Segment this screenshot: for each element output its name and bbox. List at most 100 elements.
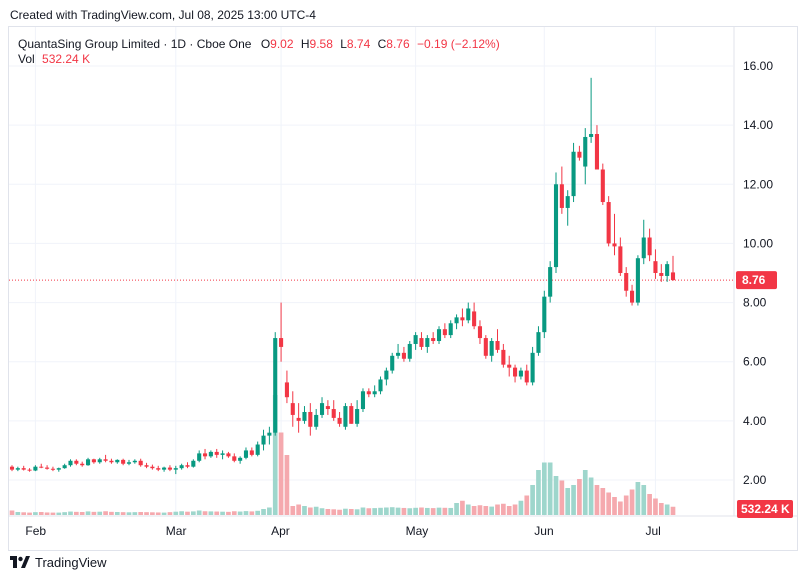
candle-body	[378, 379, 383, 392]
volume-bar	[442, 507, 448, 515]
volume-bar	[284, 455, 290, 515]
volume-bar	[454, 503, 459, 515]
candle-body	[501, 349, 506, 365]
candle-body	[355, 409, 360, 424]
y-tick-label: 6.00	[743, 355, 767, 369]
volume-bar	[114, 512, 120, 515]
candle-body	[507, 364, 512, 368]
candle-body	[606, 202, 611, 244]
candle-body	[583, 136, 588, 167]
candle-body	[267, 432, 272, 436]
volume-bar	[85, 511, 91, 515]
volume-bar	[337, 509, 342, 515]
volume-bar	[618, 501, 623, 515]
volume-bar	[44, 512, 50, 515]
chart-frame[interactable]	[8, 26, 798, 551]
volume-bar	[343, 508, 348, 515]
candle-body	[670, 272, 676, 281]
candle-body	[460, 317, 465, 321]
volume-bar	[477, 505, 483, 515]
volume-bar	[255, 510, 261, 515]
candle-body	[536, 332, 541, 353]
candle-body	[91, 459, 96, 463]
candle-body	[413, 335, 418, 344]
volume-bar	[179, 511, 184, 515]
candle-body	[635, 258, 640, 303]
volume-bar	[571, 485, 576, 515]
y-tick-label: 4.00	[743, 414, 767, 428]
volume-bar	[91, 511, 97, 515]
volume-bar	[600, 488, 606, 515]
candle-body	[466, 308, 471, 321]
candle-body	[103, 459, 108, 461]
open-value: 9.02	[270, 37, 294, 51]
volume-bar	[290, 506, 296, 515]
candle-body	[518, 370, 523, 377]
volume-bar	[126, 512, 132, 515]
candle-body	[80, 463, 85, 466]
volume-bar	[530, 485, 535, 515]
candle-body	[513, 367, 518, 377]
candle-body	[524, 370, 529, 383]
candle-body	[343, 406, 348, 427]
candle-body	[431, 338, 436, 342]
volume-bar	[132, 512, 138, 515]
candle-body	[97, 459, 102, 463]
candle-body	[472, 311, 477, 327]
candle-body	[50, 468, 55, 470]
y-tick-label: 2.00	[743, 473, 767, 487]
candle-body	[319, 403, 325, 415]
volume-legend: Vol 532.24 K	[18, 52, 90, 66]
tradingview-logo-icon	[10, 556, 30, 568]
volume-value: 532.24 K	[42, 52, 91, 66]
volume-bar	[553, 476, 559, 515]
candle-body	[226, 453, 231, 457]
tradingview-footer[interactable]: TradingView	[10, 555, 107, 570]
volume-bar	[103, 511, 108, 515]
change-value: −0.19 (−2.12%)	[417, 37, 500, 51]
volume-bar	[489, 506, 495, 515]
volume-bar	[267, 507, 272, 515]
volume-bar	[261, 509, 266, 515]
volume-bar	[196, 510, 202, 515]
volume-bar	[296, 504, 301, 515]
candle-body	[85, 459, 91, 466]
candle-body	[238, 457, 243, 461]
volume-bar	[161, 512, 167, 515]
candle-body	[121, 459, 126, 464]
candle-body	[594, 134, 600, 170]
x-tick-label: Feb	[25, 524, 46, 538]
candle-body	[489, 341, 494, 356]
candle-body	[548, 267, 553, 297]
candle-body	[436, 329, 442, 342]
candle-body	[618, 246, 623, 273]
candle-body	[62, 465, 67, 469]
volume-bar	[144, 512, 149, 515]
volume-bar	[594, 485, 600, 515]
candle-body	[360, 391, 366, 410]
created-with-caption: Created with TradingView.com, Jul 08, 20…	[10, 8, 316, 22]
low-label: L	[340, 37, 347, 51]
volume-bar	[524, 495, 530, 515]
candle-body	[68, 460, 73, 466]
volume-bar	[249, 511, 255, 515]
volume-axis-label: 532.24 K	[741, 502, 790, 516]
volume-bar	[436, 507, 442, 515]
volume-bar	[536, 470, 541, 515]
candle-body	[9, 466, 15, 470]
candle-body	[565, 196, 570, 208]
volume-bar	[231, 511, 237, 515]
candle-body	[138, 460, 143, 466]
volume-bar	[237, 511, 243, 515]
candle-body	[296, 417, 301, 421]
candle-body	[372, 391, 377, 395]
candle-body	[425, 338, 430, 347]
candle-body	[249, 450, 254, 455]
x-tick-label: Jun	[534, 524, 553, 538]
volume-bar	[331, 509, 337, 515]
volume-bar	[272, 395, 278, 515]
x-tick-label: May	[406, 524, 429, 538]
candle-body	[325, 406, 330, 410]
candle-body	[366, 391, 371, 395]
